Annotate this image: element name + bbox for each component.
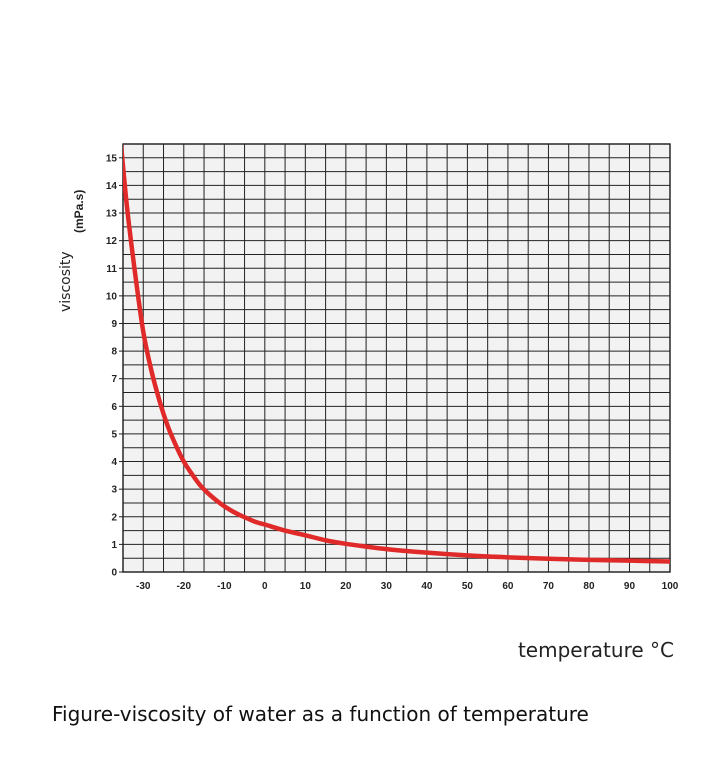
- x-tick-label: 20: [340, 581, 352, 592]
- y-tick-label: 15: [106, 153, 118, 164]
- y-tick-label: 4: [111, 457, 117, 468]
- series-layer: [123, 143, 670, 564]
- plot-background: [122, 143, 671, 573]
- y-tick-label: 8: [111, 347, 117, 358]
- y-axis-label: viscosity: [58, 251, 74, 312]
- x-tick-label: -20: [177, 581, 192, 592]
- y-axis-unit-label: (mPa.s): [72, 190, 86, 233]
- x-tick-label: 90: [624, 581, 636, 592]
- y-tick-label: 12: [106, 236, 118, 247]
- y-tick-label: 5: [111, 429, 117, 440]
- x-axis-label: temperature °C: [517, 638, 674, 662]
- series-line-viscosity: [123, 143, 670, 564]
- y-tick-label: 7: [111, 374, 117, 385]
- y-tick-label: 9: [111, 319, 117, 330]
- x-tick-label: 0: [262, 581, 268, 592]
- x-tick-label: -30: [136, 581, 151, 592]
- x-tick-label: 30: [381, 581, 393, 592]
- y-tick-label: 11: [106, 264, 117, 275]
- y-tick-label: 13: [106, 209, 118, 220]
- x-tick-label: 70: [543, 581, 555, 592]
- x-tick-label: 10: [300, 581, 312, 592]
- x-axis-ticks: -30 -20 -10 0 10 20 30 40 50 60 70 80 90 100: [136, 581, 679, 592]
- y-tick-label: 2: [111, 512, 117, 523]
- y-tick-label: 10: [106, 291, 118, 302]
- figure-caption: Figure-viscosity of water as a function …: [52, 702, 589, 726]
- y-tick-label: 14: [106, 181, 118, 192]
- y-tick-label: 0: [111, 568, 117, 579]
- y-tick-label: 1: [111, 540, 117, 551]
- x-tick-label: -10: [217, 581, 232, 592]
- x-tick-label: 100: [662, 581, 679, 592]
- x-tick-label: 50: [462, 581, 474, 592]
- x-tick-label: 40: [421, 581, 433, 592]
- y-tick-label: 3: [111, 485, 117, 496]
- y-tick-label: 6: [111, 402, 117, 413]
- x-tick-label: 80: [583, 581, 595, 592]
- grid-lines: [122, 143, 671, 573]
- x-tick-label: 60: [502, 581, 514, 592]
